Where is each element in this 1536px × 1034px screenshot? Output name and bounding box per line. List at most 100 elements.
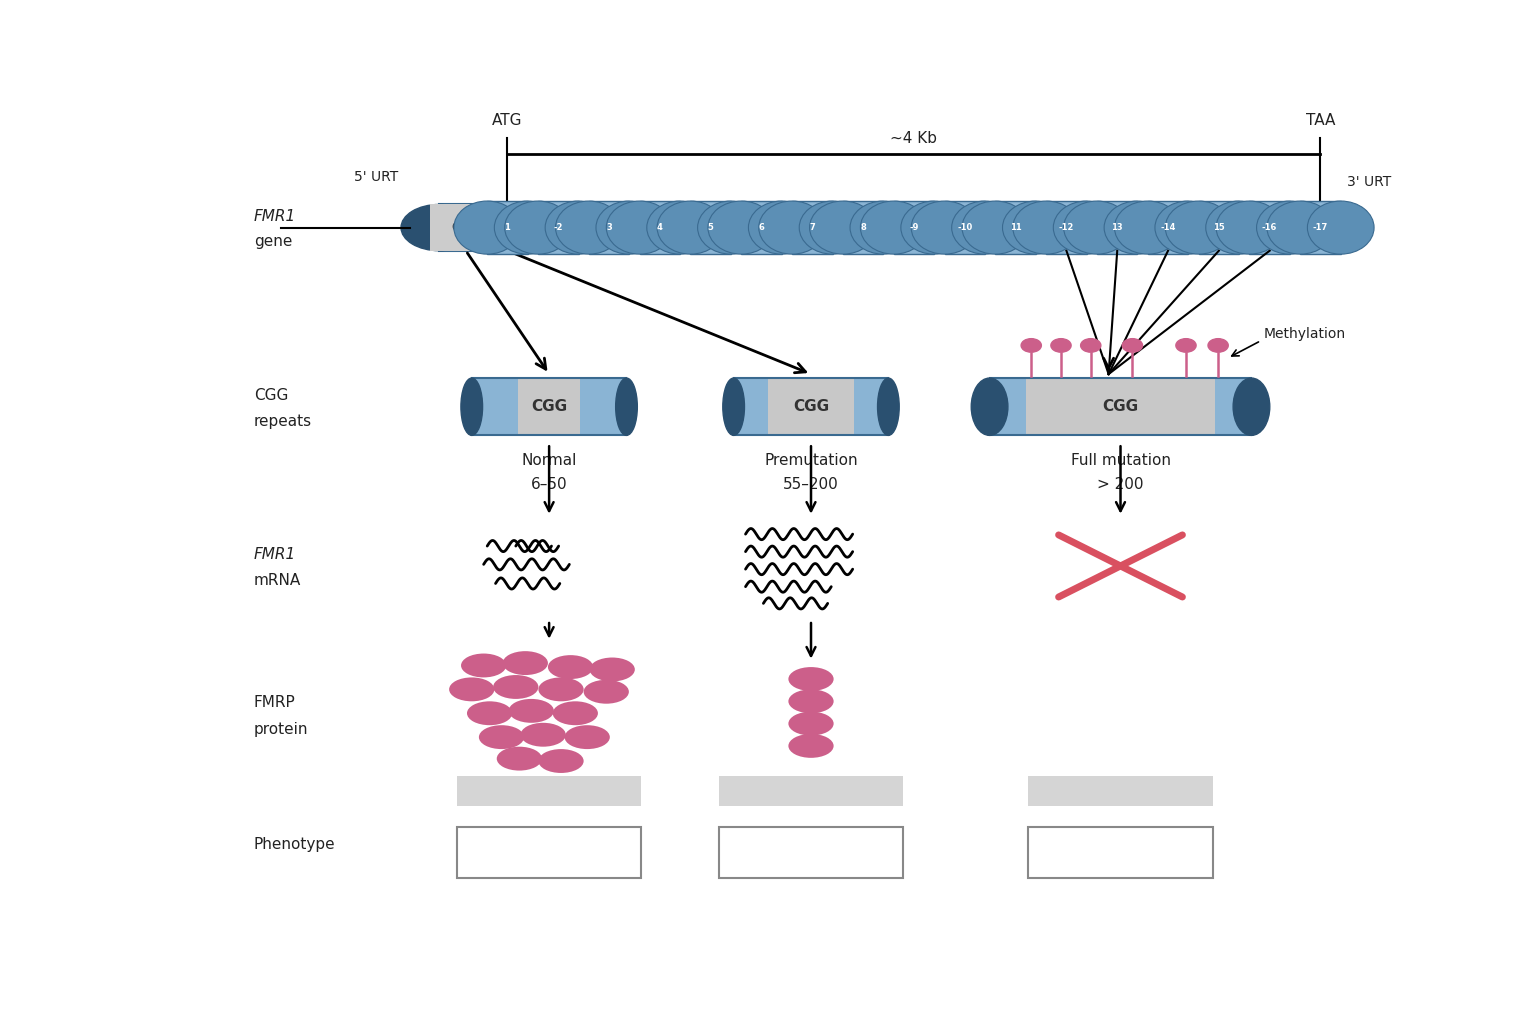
Text: CGG: CGG bbox=[1103, 399, 1138, 415]
FancyBboxPatch shape bbox=[1028, 777, 1213, 807]
Text: gene: gene bbox=[253, 235, 292, 249]
FancyBboxPatch shape bbox=[719, 827, 903, 879]
FancyBboxPatch shape bbox=[719, 777, 903, 807]
Bar bbox=[430, 205, 501, 250]
FancyBboxPatch shape bbox=[456, 777, 642, 807]
Ellipse shape bbox=[911, 201, 978, 254]
Bar bbox=[1147, 201, 1189, 254]
Text: Methylation: Methylation bbox=[1263, 328, 1346, 341]
Text: 100%: 100% bbox=[1101, 784, 1140, 798]
Text: 11: 11 bbox=[1009, 223, 1021, 232]
Ellipse shape bbox=[521, 723, 565, 747]
Ellipse shape bbox=[697, 201, 765, 254]
Circle shape bbox=[1021, 339, 1041, 353]
Ellipse shape bbox=[548, 656, 593, 679]
Ellipse shape bbox=[877, 378, 899, 435]
Ellipse shape bbox=[1104, 201, 1170, 254]
Bar bbox=[538, 201, 579, 254]
Bar bbox=[1046, 201, 1086, 254]
Text: ~4 Kb: ~4 Kb bbox=[891, 131, 937, 147]
Ellipse shape bbox=[788, 690, 834, 713]
Text: ATG: ATG bbox=[492, 113, 522, 128]
Text: -17: -17 bbox=[1313, 223, 1329, 232]
Text: FMR1: FMR1 bbox=[253, 547, 296, 561]
Ellipse shape bbox=[799, 201, 866, 254]
Ellipse shape bbox=[556, 201, 622, 254]
Bar bbox=[734, 378, 888, 435]
Ellipse shape bbox=[1063, 201, 1130, 254]
Bar bbox=[691, 201, 731, 254]
Text: 13: 13 bbox=[1112, 223, 1123, 232]
Circle shape bbox=[1177, 339, 1197, 353]
Bar bbox=[472, 378, 627, 435]
Ellipse shape bbox=[1276, 205, 1352, 250]
Ellipse shape bbox=[508, 699, 554, 723]
Bar bbox=[588, 201, 630, 254]
Bar bbox=[989, 378, 1252, 435]
Circle shape bbox=[1123, 339, 1143, 353]
Circle shape bbox=[1081, 339, 1101, 353]
Ellipse shape bbox=[596, 201, 662, 254]
Ellipse shape bbox=[449, 677, 495, 701]
Bar bbox=[1097, 201, 1138, 254]
Bar bbox=[1198, 201, 1240, 254]
Ellipse shape bbox=[657, 201, 723, 254]
Text: 7: 7 bbox=[809, 223, 816, 232]
Ellipse shape bbox=[962, 201, 1029, 254]
Text: Premutation: Premutation bbox=[765, 453, 857, 468]
Ellipse shape bbox=[590, 658, 634, 681]
Ellipse shape bbox=[748, 201, 816, 254]
Bar bbox=[439, 205, 1313, 250]
Text: TAA: TAA bbox=[1306, 113, 1335, 128]
Ellipse shape bbox=[502, 651, 548, 675]
Ellipse shape bbox=[1233, 378, 1270, 435]
Text: > 200: > 200 bbox=[1097, 477, 1144, 492]
Ellipse shape bbox=[902, 201, 968, 254]
Ellipse shape bbox=[647, 201, 714, 254]
Text: Tremor/ataxia
syndrome (FXTAS): Tremor/ataxia syndrome (FXTAS) bbox=[748, 835, 874, 870]
Bar bbox=[742, 201, 782, 254]
Ellipse shape bbox=[788, 711, 834, 735]
Bar bbox=[1249, 201, 1290, 254]
Text: Full mutation: Full mutation bbox=[1071, 453, 1170, 468]
Text: Fragile X
syndrome (FXS): Fragile X syndrome (FXS) bbox=[1066, 835, 1175, 870]
Ellipse shape bbox=[401, 205, 478, 250]
Text: CGG: CGG bbox=[793, 399, 829, 415]
Text: CGG: CGG bbox=[253, 388, 289, 403]
Ellipse shape bbox=[1267, 201, 1333, 254]
Bar bbox=[639, 201, 680, 254]
Ellipse shape bbox=[1054, 201, 1120, 254]
Ellipse shape bbox=[584, 679, 628, 704]
Ellipse shape bbox=[723, 378, 745, 435]
Text: FMR1: FMR1 bbox=[253, 209, 296, 224]
Ellipse shape bbox=[565, 725, 610, 749]
Bar bbox=[734, 378, 888, 435]
Text: 5: 5 bbox=[708, 223, 714, 232]
Text: -9: -9 bbox=[909, 223, 919, 232]
Bar bbox=[945, 201, 985, 254]
Ellipse shape bbox=[1115, 201, 1181, 254]
Ellipse shape bbox=[809, 201, 876, 254]
Bar bbox=[472, 378, 627, 435]
Ellipse shape bbox=[788, 667, 834, 691]
Circle shape bbox=[1051, 339, 1071, 353]
Text: 10% males: 10% males bbox=[773, 784, 849, 798]
Text: 6: 6 bbox=[759, 223, 765, 232]
Ellipse shape bbox=[461, 378, 482, 435]
Text: -2: -2 bbox=[553, 223, 564, 232]
Bar bbox=[768, 378, 854, 435]
Text: 3: 3 bbox=[607, 223, 611, 232]
Ellipse shape bbox=[1256, 201, 1324, 254]
Ellipse shape bbox=[971, 378, 1008, 435]
Ellipse shape bbox=[1003, 201, 1069, 254]
Text: Premature ovarian
failure (POF): Premature ovarian failure (POF) bbox=[484, 835, 614, 870]
Text: 5' URT: 5' URT bbox=[355, 170, 399, 184]
Text: FMRP: FMRP bbox=[253, 696, 295, 710]
Ellipse shape bbox=[545, 201, 611, 254]
Text: 3' URT: 3' URT bbox=[1347, 176, 1392, 189]
Ellipse shape bbox=[616, 378, 637, 435]
Ellipse shape bbox=[453, 201, 521, 254]
Bar bbox=[1301, 201, 1341, 254]
Text: -14: -14 bbox=[1160, 223, 1175, 232]
Text: 6–50: 6–50 bbox=[531, 477, 567, 492]
